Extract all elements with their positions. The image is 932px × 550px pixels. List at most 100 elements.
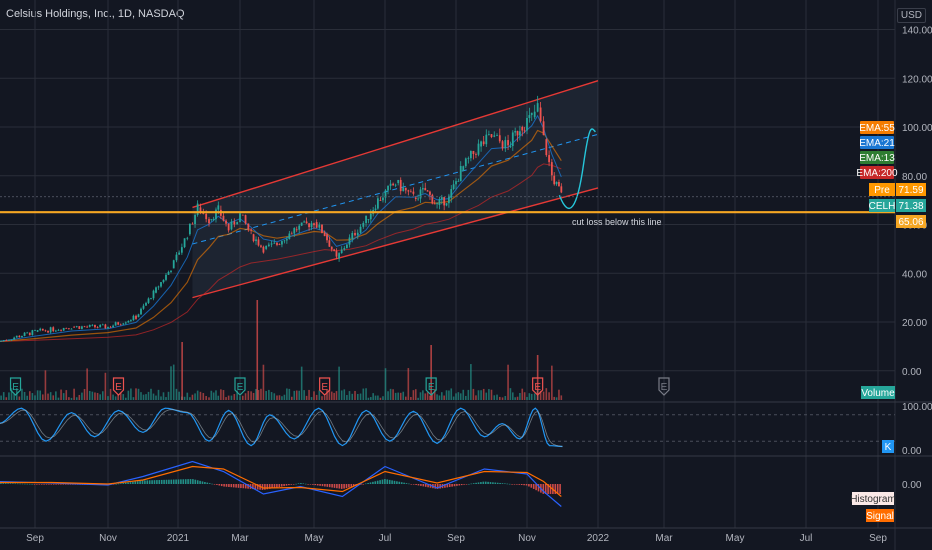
macd-histogram-bar [309,484,312,485]
volume-bar [78,394,81,400]
volume-bar [313,391,315,400]
macd-histogram-bar [391,480,393,484]
macd-histogram-bar [422,484,425,487]
price-tag-value-bg [896,215,926,228]
macd-tick-label: 0.00 [902,480,922,491]
candle-body [414,197,417,200]
macd-histogram-bar [348,484,350,488]
macd-histogram-bar [470,483,473,485]
macd-histogram-bar [393,480,396,484]
volume-bar [321,396,323,400]
candle-body [539,107,542,122]
volume-bar [132,397,135,400]
x-tick-label: Nov [99,533,117,544]
candle-body [44,330,47,332]
candle-body [315,222,318,228]
volume-bar [91,391,94,400]
volume-bar [39,390,42,400]
macd-histogram-bar [196,480,199,484]
candle-body [124,322,127,324]
candle-body [354,232,356,236]
volume-bar [504,395,507,400]
macd-histogram-bar [199,480,201,484]
candle-body [262,246,265,253]
volume-bar [60,389,62,400]
macd-histogram-bar [43,484,45,485]
x-tick-label: Jul [800,533,813,544]
x-tick-label: May [305,533,324,544]
macd-histogram-bar [247,484,249,489]
volume-bar [555,397,558,400]
volume-bar [465,395,467,400]
candle-body [429,191,431,195]
macd-histogram-bar [136,481,139,484]
macd-histogram-bar [417,484,420,486]
candle-body [533,111,536,118]
volume-bar [392,389,394,400]
macd-histogram-bar [468,483,470,485]
candle-body [285,239,288,241]
volume-bar [181,342,183,400]
candle-body [21,335,23,338]
macd-histogram-bar [201,481,204,484]
volume-bar [335,391,338,400]
candle-body [310,223,313,228]
stoch-tick-label: 0.00 [902,446,922,457]
volume-bar [28,391,31,400]
macd-histogram-bar [235,484,237,488]
candle-body [362,222,365,227]
macd-histogram-bar [484,481,487,484]
macd-histogram-bar [499,482,501,484]
volume-bar [318,390,321,400]
volume-bar [382,396,384,400]
volume-bar [293,390,296,400]
macd-histogram-bar [228,484,230,487]
volume-bar [208,397,210,400]
candle-body [487,134,490,135]
y-tick-label: 140.00 [902,26,932,37]
macd-histogram-bar [424,484,427,487]
candle-body [99,325,102,328]
candle-body [15,335,18,338]
candle-body [73,326,76,328]
candle-body [270,243,273,245]
candle-body [318,224,321,228]
earnings-marker-label: E [12,382,19,393]
volume-bar [367,397,370,400]
macd-histogram-bar [427,484,429,488]
volume-bar [455,393,457,400]
candle-body [230,221,233,230]
macd-histogram-bar [458,484,461,486]
candle-body [333,249,336,251]
ema-tag-label: EMA:55 [859,123,895,134]
macd-histogram-bar [381,479,384,484]
candle-body [335,250,338,257]
macd-histogram-bar [184,479,187,484]
candle-body [67,328,70,330]
macd-histogram-bar [302,483,305,485]
macd-histogram-bar [139,480,141,484]
volume-bar [507,364,509,400]
candle-body [519,131,521,136]
macd-histogram-bar [276,484,278,488]
candle-body [152,290,155,299]
volume-bar [404,396,407,400]
volume-bar [262,364,265,400]
volume-bar [178,391,180,400]
macd-histogram-bar [67,484,69,485]
macd-histogram-bar [324,484,326,487]
volume-bar [175,388,178,400]
volume-bar [125,397,127,400]
macd-histogram-bar [554,484,557,494]
currency-button[interactable]: USD [896,8,926,23]
candle-body [421,188,424,190]
volume-bar [167,391,170,400]
candle-body [162,279,165,283]
macd-histogram-bar [304,483,307,485]
candle-body [379,200,382,201]
candle-body [257,239,260,246]
signal-legend-bg [866,509,894,522]
volume-bar [270,392,273,400]
volume-bar [372,393,374,400]
